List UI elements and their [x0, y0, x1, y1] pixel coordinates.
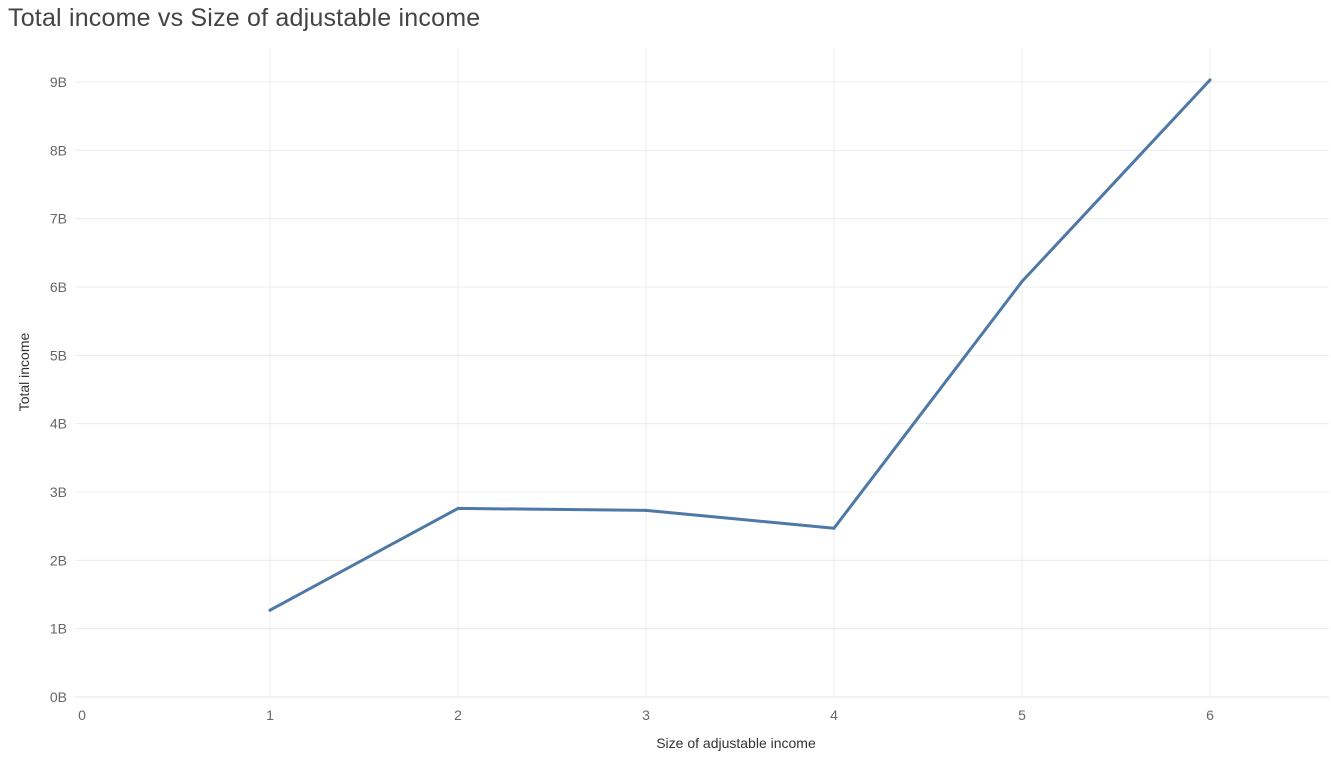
x-axis-title: Size of adjustable income: [656, 735, 816, 751]
y-tick-label: 2B: [50, 552, 67, 568]
x-tick-label: 3: [642, 707, 650, 723]
x-tick-label: 5: [1018, 707, 1026, 723]
x-tick-label: 0: [78, 707, 86, 723]
y-axis-title: Total income: [16, 332, 32, 411]
x-tick-label: 4: [830, 707, 838, 723]
x-tick-label: 1: [266, 707, 274, 723]
y-tick-label: 9B: [50, 74, 67, 90]
y-tick-label: 3B: [50, 484, 67, 500]
y-tick-label: 5B: [50, 347, 67, 363]
data-point: [1208, 78, 1212, 82]
y-axis: 0B 1B 2B 3B 4B 5B 6B 7B 8B 9B: [50, 74, 67, 705]
series-line: [268, 78, 1212, 612]
x-tick-label: 6: [1206, 707, 1214, 723]
y-tick-label: 1B: [50, 621, 67, 637]
y-tick-label: 7B: [50, 211, 67, 227]
data-point: [832, 526, 836, 530]
y-tick-label: 0B: [50, 689, 67, 705]
data-point: [644, 508, 648, 512]
chart-title: Total income vs Size of adjustable incom…: [8, 4, 481, 32]
grid-layer: [75, 48, 1329, 698]
series-layer: [268, 78, 1212, 612]
y-tick-label: 8B: [50, 142, 67, 158]
data-point: [268, 608, 272, 612]
y-tick-label: 4B: [50, 416, 67, 432]
y-tick-label: 6B: [50, 279, 67, 295]
x-tick-label: 2: [454, 707, 462, 723]
data-point: [456, 506, 460, 510]
data-point: [1020, 280, 1024, 284]
x-axis: 0 1 2 3 4 5 6: [78, 707, 1214, 723]
